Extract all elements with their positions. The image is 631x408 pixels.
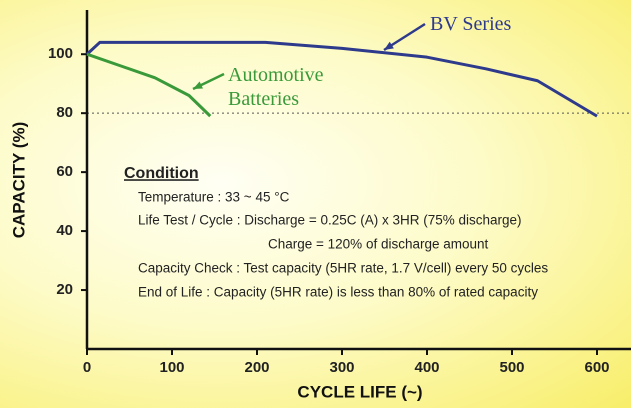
series-label: Automotive Batteries bbox=[228, 64, 324, 110]
condition-line: Temperature : 33 ~ 45 °C bbox=[138, 190, 290, 205]
y-tick-label: 40 bbox=[56, 222, 73, 239]
condition-title: Condition bbox=[124, 165, 199, 182]
series-label: BV Series bbox=[430, 13, 512, 35]
x-tick-label: 0 bbox=[83, 359, 91, 376]
condition-line: Life Test / Cycle : Discharge = 0.25C (A… bbox=[138, 213, 522, 228]
y-tick-label: 20 bbox=[56, 281, 73, 298]
series-line bbox=[85, 40, 598, 118]
condition-line: Charge = 120% of discharge amount bbox=[268, 237, 489, 252]
x-tick-label: 300 bbox=[329, 359, 354, 376]
series-line bbox=[86, 52, 212, 118]
y-axis-title: CAPACITY (%) bbox=[9, 122, 28, 239]
y-tick-label: 60 bbox=[56, 163, 73, 180]
x-tick-label: 500 bbox=[499, 359, 524, 376]
y-tick-label: 80 bbox=[56, 104, 73, 121]
x-tick-label: 600 bbox=[584, 359, 609, 376]
y-tick-label: 100 bbox=[48, 45, 73, 62]
arrow-head bbox=[193, 81, 203, 89]
arrow-head bbox=[384, 41, 394, 50]
x-tick-label: 100 bbox=[159, 359, 184, 376]
x-tick-label: 400 bbox=[414, 359, 439, 376]
condition-line: Capacity Check : Test capacity (5HR rate… bbox=[138, 261, 548, 276]
x-axis-title: CYCLE LIFE (~) bbox=[297, 382, 422, 401]
x-tick-label: 200 bbox=[244, 359, 269, 376]
condition-line: End of Life : Capacity (5HR rate) is les… bbox=[138, 285, 538, 300]
